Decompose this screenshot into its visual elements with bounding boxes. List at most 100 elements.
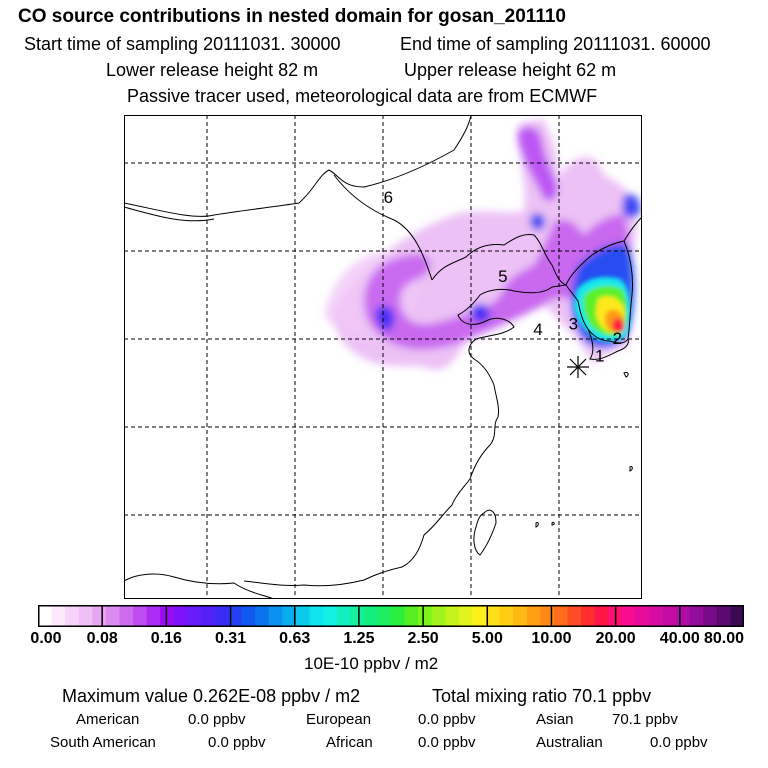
colorbar-swatch xyxy=(540,605,555,627)
map-frame xyxy=(124,115,642,599)
start-time-label: Start time of sampling 20111031. 30000 xyxy=(24,34,341,54)
region-value-asian: 70.1 ppbv xyxy=(612,711,678,728)
colorbar-swatch xyxy=(553,605,568,627)
map-plot: 12 3 4 5 6 xyxy=(124,115,642,599)
region-name-australian: Australian xyxy=(536,734,603,751)
colorbar-swatch xyxy=(336,605,351,627)
colorbar-tick-label: 20.00 xyxy=(595,630,636,647)
plume-core-blue-4 xyxy=(622,193,641,218)
colorbar-swatch xyxy=(38,605,52,627)
colorbar-tick-label: 1.25 xyxy=(343,630,375,647)
colorbar-tick-label: 5.00 xyxy=(471,630,503,647)
colorbar-swatch xyxy=(133,605,148,627)
colorbar-swatch xyxy=(594,605,609,627)
colorbar-swatch xyxy=(486,605,501,627)
region-name-american: American xyxy=(76,711,140,728)
colorbar-swatch xyxy=(404,605,419,627)
colorbar-tick-label: 10.00 xyxy=(531,630,572,647)
tracer-note: Passive tracer used, meteorological data… xyxy=(127,86,598,106)
region-name-south-american: South American xyxy=(50,734,156,751)
colorbar-tick-label: 0.16 xyxy=(150,630,182,647)
colorbar-swatch xyxy=(146,605,161,627)
colorbar-swatch xyxy=(350,605,365,627)
region-name-asian: Asian xyxy=(536,711,574,728)
colorbar-swatch xyxy=(513,605,528,627)
colorbar xyxy=(38,605,744,627)
colorbar-tick-label: 0.08 xyxy=(86,630,118,647)
colorbar-swatch xyxy=(418,605,433,627)
coastline-northeast xyxy=(623,216,642,242)
end-time-label: End time of sampling 20111031. 60000 xyxy=(400,34,711,54)
maximum-value-text: Maximum value 0.262E-08 ppbv / m2 xyxy=(62,686,361,706)
coastline-china-north xyxy=(124,115,472,217)
region-name-european: European xyxy=(306,711,372,728)
colorbar-swatch xyxy=(214,605,229,627)
lower-release-height: Lower release height 82 m xyxy=(106,60,319,80)
marker-labels: 12 3 4 5 6 xyxy=(384,188,622,365)
colorbar-swatch xyxy=(621,605,636,627)
colorbar-swatch xyxy=(377,605,392,627)
source-marker-label: 5 xyxy=(498,267,507,286)
colorbar-swatch xyxy=(105,605,120,627)
upper-release-height: Upper release height 62 m xyxy=(404,60,617,80)
region-value-african: 0.0 ppbv xyxy=(418,734,476,751)
colorbar-swatch xyxy=(730,605,744,627)
colorbar-swatch xyxy=(173,605,188,627)
colorbar-swatch xyxy=(567,605,582,627)
colorbar-tick-label: 0.63 xyxy=(279,630,311,647)
colorbar-swatch xyxy=(282,605,297,627)
colorbar-swatch xyxy=(445,605,460,627)
colorbar-swatch xyxy=(65,605,80,627)
region-name-african: African xyxy=(326,734,373,751)
plume-north-ribbon xyxy=(517,126,558,201)
plume-core-blue-3 xyxy=(530,213,546,230)
colorbar-swatch xyxy=(200,605,215,627)
colorbar-swatch xyxy=(187,605,202,627)
coastline-korea-south xyxy=(587,328,629,360)
colorbar-swatch xyxy=(309,605,324,627)
coastlines xyxy=(124,115,642,599)
taiwan xyxy=(473,509,497,556)
colorbar-swatch xyxy=(662,605,677,627)
colorbar-swatch xyxy=(363,605,378,627)
region-value-american: 0.0 ppbv xyxy=(188,711,246,728)
colorbar-swatch xyxy=(228,605,243,627)
graticule xyxy=(124,115,642,599)
plume-red xyxy=(612,318,625,333)
plume-hotspot xyxy=(574,277,631,342)
colorbar-swatch xyxy=(241,605,256,627)
source-marker-label: 6 xyxy=(384,188,393,207)
colorbar-tick-label: 0.00 xyxy=(30,630,62,647)
colorbar-swatch xyxy=(295,605,310,627)
source-marker-label: 2 xyxy=(613,329,622,348)
region-value-european: 0.0 ppbv xyxy=(418,711,476,728)
colorbar-swatch xyxy=(391,605,405,627)
receptor-star-icon xyxy=(567,356,589,378)
plume-body xyxy=(363,214,629,350)
region-value-south-american: 0.0 ppbv xyxy=(208,734,266,751)
colorbar-swatch xyxy=(431,605,446,627)
colorbar-swatch xyxy=(160,605,175,627)
total-mixing-ratio-text: Total mixing ratio 70.1 ppbv xyxy=(432,686,652,706)
japan-islands xyxy=(535,372,633,528)
colorbar-swatch xyxy=(458,605,473,627)
plume-core-blue-1 xyxy=(375,305,395,332)
colorbar-swatch xyxy=(268,605,283,627)
colorbar-tick-label: 2.50 xyxy=(407,630,439,647)
colorbar-swatch xyxy=(635,605,650,627)
colorbar-tick-label: 0.31 xyxy=(214,630,247,647)
colorbar-tick-label: 40.00 xyxy=(659,630,700,647)
colorbar-swatch xyxy=(689,605,704,627)
colorbar-unit-label: 10E-10 ppbv / m2 xyxy=(304,654,439,673)
colorbar-swatch xyxy=(703,605,718,627)
hainan-coast xyxy=(124,573,275,599)
colorbar-swatch xyxy=(51,605,66,627)
colorbar-swatch xyxy=(581,605,596,627)
colorbar-swatch xyxy=(255,605,270,627)
colorbar-swatch xyxy=(676,605,691,627)
colorbar-swatch xyxy=(78,605,93,627)
region-value-australian: 0.0 ppbv xyxy=(650,734,708,751)
colorbar-swatch xyxy=(119,605,134,627)
border-inner xyxy=(124,174,433,281)
chart-title: CO source contributions in nested domain… xyxy=(18,6,566,27)
